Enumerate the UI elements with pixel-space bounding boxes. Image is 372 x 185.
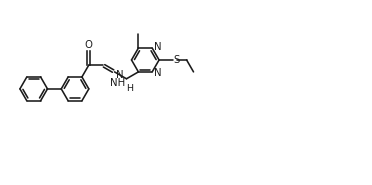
Text: NH: NH [110, 78, 126, 88]
Text: S: S [174, 55, 180, 65]
Text: H: H [126, 84, 133, 93]
Text: N: N [154, 42, 162, 52]
Text: N: N [116, 70, 123, 80]
Text: O: O [85, 40, 93, 50]
Text: N: N [154, 68, 162, 78]
